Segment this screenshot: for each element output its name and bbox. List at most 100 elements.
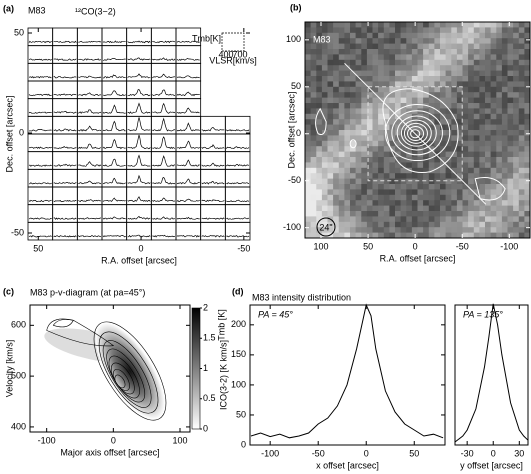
map-pixel [428,76,435,82]
map-pixel [485,119,491,125]
map-pixel [513,22,520,28]
map-pixel [378,32,385,39]
map-pixel [316,92,323,98]
map-pixel [479,221,486,228]
map-pixel [372,103,379,109]
map-pixel [355,65,362,71]
map-pixel [428,49,435,55]
map-pixel [428,86,435,93]
map-pixel [333,22,340,28]
map-pixel [327,22,334,28]
map-pixel [423,162,430,169]
map-pixel [305,135,311,142]
x-tick-label: 50 [409,448,419,458]
spectrum-cell [101,98,128,117]
map-pixel [316,124,323,131]
map-pixel [310,108,317,115]
map-pixel [305,162,311,169]
map-pixel [490,194,497,201]
map-pixel [490,135,497,142]
map-pixel [372,113,379,120]
map-pixel [321,22,328,28]
map-pixel [321,103,328,109]
spectrum [201,199,225,203]
map-pixel [518,173,525,179]
map-pixel [411,167,418,174]
map-pixel [333,49,340,55]
spectrum [53,110,77,114]
map-pixel [321,173,328,179]
map-pixel [344,189,351,196]
pv-emission [95,322,165,420]
map-pixel [316,157,323,163]
map-pixel [513,113,520,120]
map-pixel [518,184,525,190]
map-pixel [434,81,441,88]
map-pixel [310,167,317,174]
map-pixel [361,130,368,136]
map-pixel [305,124,311,131]
spectrum [28,111,52,114]
map-pixel [434,232,441,239]
map-pixel [321,97,328,104]
map-pixel [327,70,334,77]
map-pixel [350,135,356,142]
map-pixel [395,59,401,66]
map-pixel [496,157,503,163]
map-pixel [468,167,475,174]
map-pixel [468,92,475,98]
map-pixel [372,86,379,93]
map-pixel [490,151,497,158]
map-pixel [389,92,396,98]
map-pixel [518,22,525,28]
map-pixel [513,119,520,125]
spectrum-cell [52,80,78,100]
map-pixel [383,43,390,50]
map-pixel [333,189,340,196]
map-pixel [310,49,317,55]
map-pixel [485,151,491,158]
map-pixel [333,232,340,239]
spectrum-cell [52,133,78,153]
spectrum-cell [76,80,103,100]
map-pixel [361,27,368,34]
map-pixel [507,184,514,190]
map-pixel [490,184,497,190]
map-pixel [428,151,435,158]
map-pixel [462,221,469,228]
map-pixel [451,124,458,131]
map-pixel [451,227,458,233]
map-pixel [372,140,379,147]
map-pixel [507,205,514,212]
map-pixel [310,119,317,125]
map-pixel [445,211,452,217]
map-pixel [366,81,373,88]
spectrum-cell [150,45,177,64]
map-pixel [417,76,424,82]
map-pixel [468,81,475,88]
map-pixel [434,178,441,185]
spectrum-cell [76,168,103,188]
map-pixel [428,232,435,239]
map-pixel [310,59,317,66]
map-pixel [389,22,396,28]
map-pixel [507,108,514,115]
map-pixel [344,140,351,147]
map-pixel [490,232,497,239]
map-pixel [366,65,373,71]
map-pixel [338,130,345,136]
map-pixel [496,216,503,223]
map-pixel [445,76,452,82]
map-pixel [310,92,317,98]
map-pixel [344,232,351,239]
map-pixel [372,130,379,136]
map-pixel [501,86,508,93]
map-pixel [411,49,418,55]
map-pixel [350,119,356,125]
map-pixel [411,81,418,88]
map-pixel [383,22,390,28]
contour [93,321,167,421]
map-pixel [496,97,503,104]
map-pixel [316,119,323,125]
map-pixel [434,189,441,196]
